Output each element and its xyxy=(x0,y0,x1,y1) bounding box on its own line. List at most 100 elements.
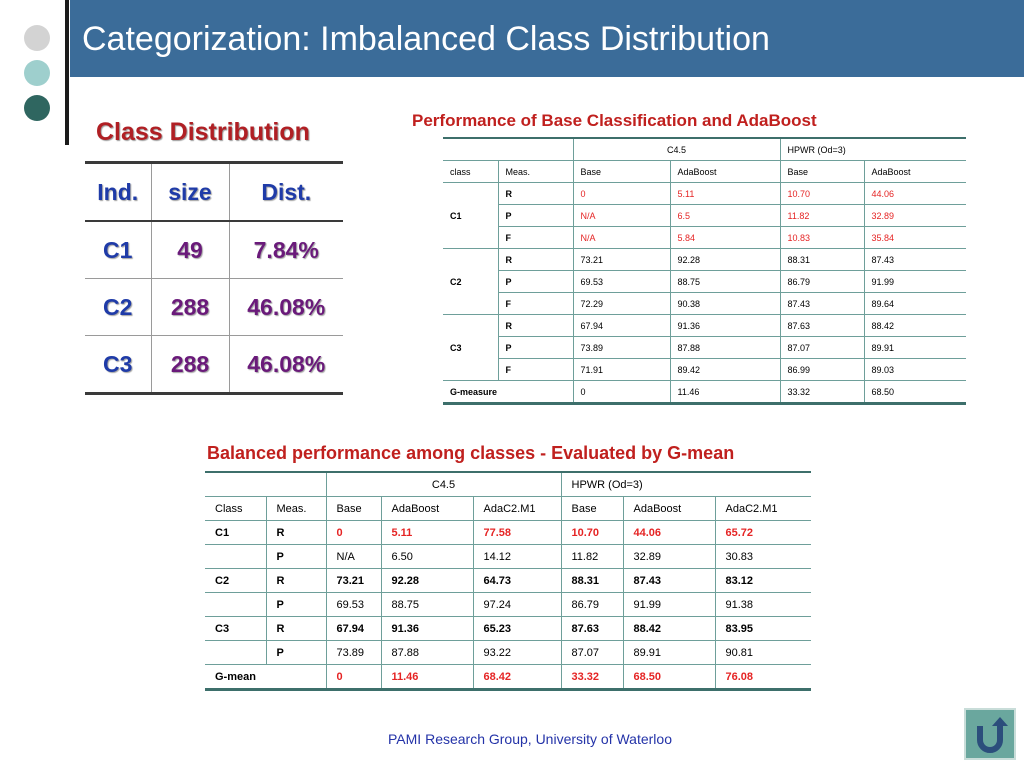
header-adaboost: AdaBoost xyxy=(669,160,780,183)
group-header-blank xyxy=(205,471,326,497)
cell-meas: R xyxy=(497,182,573,205)
cell-value: 87.43 xyxy=(863,248,966,271)
footer-text: PAMI Research Group, University of Water… xyxy=(388,731,672,747)
cell-value: 5.11 xyxy=(669,182,780,205)
cell-value: 88.42 xyxy=(863,314,966,337)
table-row: C2 288 46.08% xyxy=(85,278,343,336)
cell-value: 92.28 xyxy=(669,248,780,271)
group-header-blank xyxy=(443,137,573,161)
cell-value: 32.89 xyxy=(863,204,966,227)
cell-meas: P xyxy=(497,336,573,359)
cell-value: 0 xyxy=(572,380,670,404)
cell-value: 14.12 xyxy=(472,544,561,569)
group-header-c45: C4.5 xyxy=(325,471,561,497)
gmean-group-header-row: C4.5 HPWR (Od=3) xyxy=(205,471,811,497)
cell-size: 288 xyxy=(150,278,229,336)
return-button[interactable] xyxy=(964,708,1016,760)
cell-class: C1 xyxy=(443,182,498,249)
cell-class: C2 xyxy=(443,248,498,315)
cell-value: 88.75 xyxy=(380,592,473,617)
table-row: P N/A 6.50 14.12 11.82 32.89 30.83 xyxy=(205,544,811,569)
header-meas: Meas. xyxy=(265,496,326,521)
cell-value: 72.29 xyxy=(572,292,670,315)
cell-value: 76.08 xyxy=(714,664,811,690)
cell-value: 87.88 xyxy=(669,336,780,359)
cell-value: N/A xyxy=(325,544,381,569)
table-row: P 69.53 88.75 86.79 91.99 xyxy=(443,270,966,293)
cell-value: 86.79 xyxy=(779,270,864,293)
cell-value: 5.11 xyxy=(380,520,473,545)
table-row: C3 288 46.08% xyxy=(85,335,343,394)
cell-size: 49 xyxy=(150,221,229,279)
cell-class xyxy=(205,640,266,665)
cell-ind: C1 xyxy=(85,221,151,279)
header-dist: Dist. xyxy=(228,162,343,222)
performance-caption: Performance of Base Classification and A… xyxy=(412,111,817,130)
cell-footer-label: G-mean xyxy=(205,664,326,690)
cell-value: 68.50 xyxy=(863,380,966,404)
cell-meas: R xyxy=(265,616,326,641)
cell-value: 0 xyxy=(572,182,670,205)
header-size: size xyxy=(150,162,229,222)
table-row: C2 R 73.21 92.28 88.31 87.43 xyxy=(443,248,966,315)
cell-value: 88.75 xyxy=(669,270,780,293)
cell-class: C1 xyxy=(205,520,266,545)
table-row: F 72.29 90.38 87.43 89.64 xyxy=(443,292,966,315)
table-row: C1 49 7.84% xyxy=(85,221,343,279)
cell-value: 11.82 xyxy=(779,204,864,227)
cell-value: 32.89 xyxy=(622,544,715,569)
cell-value: 11.46 xyxy=(669,380,780,404)
header-class: class xyxy=(443,160,498,183)
cell-meas: P xyxy=(265,640,326,665)
performance-header-row: class Meas. Base AdaBoost Base AdaBoost xyxy=(443,160,966,183)
cell-value: 69.53 xyxy=(325,592,381,617)
cell-value: 73.89 xyxy=(572,336,670,359)
decor-dot-teal-dark xyxy=(24,95,50,121)
class-distribution-header-row: Ind. size Dist. xyxy=(85,162,343,222)
cell-value: 6.50 xyxy=(380,544,473,569)
cell-class: C2 xyxy=(205,568,266,593)
cell-class: C3 xyxy=(443,314,498,381)
cell-value: N/A xyxy=(572,226,670,249)
cell-value: 89.91 xyxy=(863,336,966,359)
cell-meas: P xyxy=(497,204,573,227)
table-row: G-measure 0 11.46 33.32 68.50 xyxy=(443,380,966,404)
class-distribution-table: Ind. size Dist. C1 49 7.84% C2 288 46.08… xyxy=(85,161,343,395)
cell-value: 89.91 xyxy=(622,640,715,665)
table-row: P 73.89 87.88 87.07 89.91 xyxy=(443,336,966,359)
cell-value: N/A xyxy=(572,204,670,227)
header-base: Base xyxy=(779,160,864,183)
cell-value: 87.07 xyxy=(779,336,864,359)
table-row: G-mean 0 11.46 68.42 33.32 68.50 76.08 xyxy=(205,664,811,690)
cell-value: 90.81 xyxy=(714,640,811,665)
cell-meas: F xyxy=(497,292,573,315)
cell-dist: 7.84% xyxy=(228,221,343,279)
cell-class: C3 xyxy=(205,616,266,641)
table-row: P 69.53 88.75 97.24 86.79 91.99 91.38 xyxy=(205,592,811,617)
cell-value: 11.46 xyxy=(380,664,473,690)
cell-value: 77.58 xyxy=(472,520,561,545)
cell-value: 83.95 xyxy=(714,616,811,641)
cell-size: 288 xyxy=(150,335,229,394)
cell-value: 10.70 xyxy=(560,520,623,545)
cell-ind: C2 xyxy=(85,278,151,336)
cell-value: 91.36 xyxy=(380,616,473,641)
cell-value: 33.32 xyxy=(560,664,623,690)
cell-value: 69.53 xyxy=(572,270,670,293)
decor-dot-gray xyxy=(24,25,50,51)
table-row: F N/A 5.84 10.83 35.84 xyxy=(443,226,966,249)
header-adaboost: AdaBoost xyxy=(622,496,715,521)
header-class: Class xyxy=(205,496,266,521)
cell-value: 83.12 xyxy=(714,568,811,593)
performance-body: C1 R 0 5.11 10.70 44.06 P N/A 6.5 11.82 32.89 F N/A 5… xyxy=(443,182,966,404)
cell-value: 73.89 xyxy=(325,640,381,665)
cell-value: 89.64 xyxy=(863,292,966,315)
cell-value: 92.28 xyxy=(380,568,473,593)
header-adaboost: AdaBoost xyxy=(863,160,966,183)
cell-value: 73.21 xyxy=(572,248,670,271)
cell-value: 87.88 xyxy=(380,640,473,665)
cell-value: 10.70 xyxy=(779,182,864,205)
header-base: Base xyxy=(325,496,381,521)
cell-value: 0 xyxy=(325,664,381,690)
cell-meas: R xyxy=(265,520,326,545)
